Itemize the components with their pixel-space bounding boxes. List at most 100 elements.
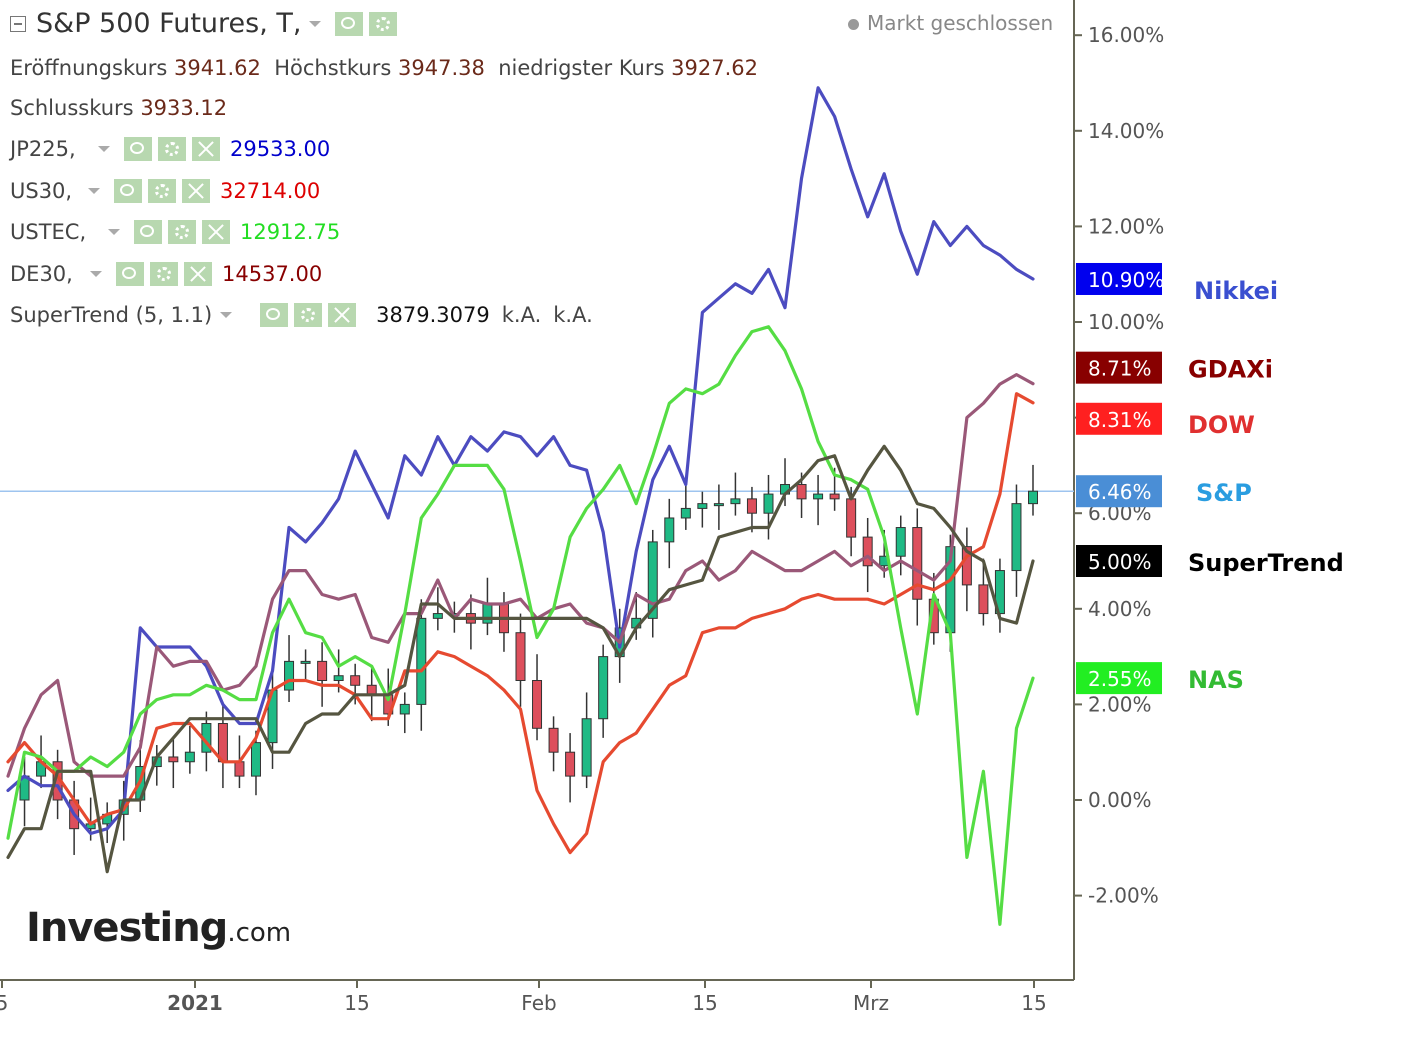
candle-body <box>416 617 427 705</box>
eye-icon[interactable] <box>134 220 162 244</box>
close-icon[interactable] <box>184 262 212 286</box>
gear-icon[interactable] <box>369 11 398 36</box>
overlay-label: DE30, <box>10 262 73 286</box>
indicator-label: SuperTrend (5, 1.1) <box>10 303 213 327</box>
dropdown-icon[interactable] <box>88 188 100 194</box>
candle-body <box>713 503 724 507</box>
dropdown-icon[interactable] <box>98 146 110 152</box>
series-line-nas <box>6 325 1035 926</box>
overlay-label: US30, <box>10 179 73 203</box>
candle-body <box>746 498 757 514</box>
candle-body <box>697 503 708 509</box>
y-tick-label: 10.00% <box>1088 310 1164 334</box>
open-label: Eröffnungskurs <box>10 56 168 80</box>
close-icon[interactable] <box>182 179 210 203</box>
eye-icon[interactable] <box>124 137 152 161</box>
dropdown-icon[interactable] <box>108 229 120 235</box>
low-value: 3927.62 <box>671 56 758 80</box>
eye-icon[interactable] <box>114 179 142 203</box>
close-icon[interactable] <box>202 220 230 244</box>
high-value: 3947.38 <box>398 56 485 80</box>
close-icon[interactable] <box>192 137 220 161</box>
overlay-label: USTEC, <box>10 220 87 244</box>
close-icon[interactable] <box>328 303 357 327</box>
open-value: 3941.62 <box>174 56 261 80</box>
series-name-supertrend: SuperTrend <box>1188 549 1344 577</box>
candle-body <box>350 675 361 686</box>
badge-gdaxi <box>1076 351 1162 384</box>
candle-body <box>432 613 443 619</box>
overlay-value: 14537.00 <box>222 262 323 286</box>
candle-body <box>647 541 658 619</box>
candle-body <box>168 756 179 763</box>
candle-body <box>862 536 873 567</box>
indicator-na-1: k.A. <box>501 303 542 327</box>
chart-legend: S&P 500 Futures, T, Eröffnungskurs 3941.… <box>10 0 1070 340</box>
series-name-nas: NAS <box>1188 666 1244 694</box>
status-dot-icon <box>848 19 859 30</box>
x-tick-label: 15 <box>1021 991 1046 1015</box>
candle-body <box>763 493 774 514</box>
market-status: Markt geschlossen <box>848 11 1053 35</box>
ohlc-row: Eröffnungskurs 3941.62 Höchstkurs 3947.3… <box>10 56 758 80</box>
badge-label-nikkei: 10.90% <box>1088 268 1164 292</box>
series-line-supertrend <box>6 444 1035 874</box>
indicator-row-supertrend: SuperTrend (5, 1.1) 3879.3079 k.A. k.A. <box>10 303 593 327</box>
gear-icon[interactable] <box>148 179 176 203</box>
overlay-value: 32714.00 <box>220 179 321 203</box>
logo-text: Investing <box>26 905 228 951</box>
dropdown-icon[interactable] <box>90 271 102 277</box>
gear-icon[interactable] <box>294 303 323 327</box>
series-name-dow: DOW <box>1188 411 1255 439</box>
series-name-nikkei: Nikkei <box>1194 277 1278 305</box>
candle-body <box>680 507 691 519</box>
x-tick-label: 15 <box>344 991 369 1015</box>
series-line-nikkei <box>6 86 1035 836</box>
overlay-value: 29533.00 <box>230 137 331 161</box>
close-row: Schlusskurs 3933.12 <box>10 96 227 120</box>
title-dropdown-icon[interactable] <box>309 20 322 27</box>
eye-icon[interactable] <box>260 303 289 327</box>
overlay-row-us30: US30, 32714.00 <box>10 179 320 203</box>
overlay-value: 12912.75 <box>240 220 341 244</box>
title-row: S&P 500 Futures, T, <box>10 8 403 39</box>
candle-body <box>912 527 923 600</box>
candle-body <box>978 584 989 615</box>
series-name-gdaxi: GDAXi <box>1188 356 1273 384</box>
candle-body <box>730 498 741 505</box>
y-tick-label: -2.00% <box>1088 884 1159 908</box>
candle-body <box>598 656 609 720</box>
collapse-icon[interactable] <box>10 15 26 32</box>
x-tick-label: Mrz <box>853 991 889 1015</box>
badge-label-nas: 2.55% <box>1088 667 1152 691</box>
eye-icon[interactable] <box>116 262 144 286</box>
series-name-sp: S&P <box>1196 479 1252 507</box>
badge-nas <box>1076 662 1162 695</box>
y-tick-label: 2.00% <box>1088 692 1152 716</box>
candle-body <box>961 546 972 586</box>
candle-body <box>184 751 195 763</box>
candle-body <box>399 703 410 715</box>
gear-icon[interactable] <box>168 220 196 244</box>
candle-body <box>317 660 328 682</box>
indicator-na-2: k.A. <box>553 303 593 327</box>
series-line-gdaxi <box>6 373 1035 778</box>
x-tick-label: Feb <box>521 991 556 1015</box>
gear-icon[interactable] <box>150 262 178 286</box>
candle-body <box>1011 503 1022 572</box>
candle-body <box>1028 490 1038 505</box>
candle-body <box>548 727 559 753</box>
high-label: Höchstkurs <box>274 56 392 80</box>
market-status-text: Markt geschlossen <box>867 11 1054 35</box>
dropdown-icon[interactable] <box>220 312 233 318</box>
candle-body <box>333 675 344 681</box>
badge-nikkei <box>1076 262 1162 295</box>
candle-body <box>813 493 824 500</box>
gear-icon[interactable] <box>158 137 186 161</box>
x-tick-label: 2021 <box>167 991 223 1015</box>
badge-sp <box>1076 475 1162 508</box>
eye-icon[interactable] <box>335 11 364 36</box>
candle-body <box>482 603 493 624</box>
candle-body <box>565 751 576 777</box>
